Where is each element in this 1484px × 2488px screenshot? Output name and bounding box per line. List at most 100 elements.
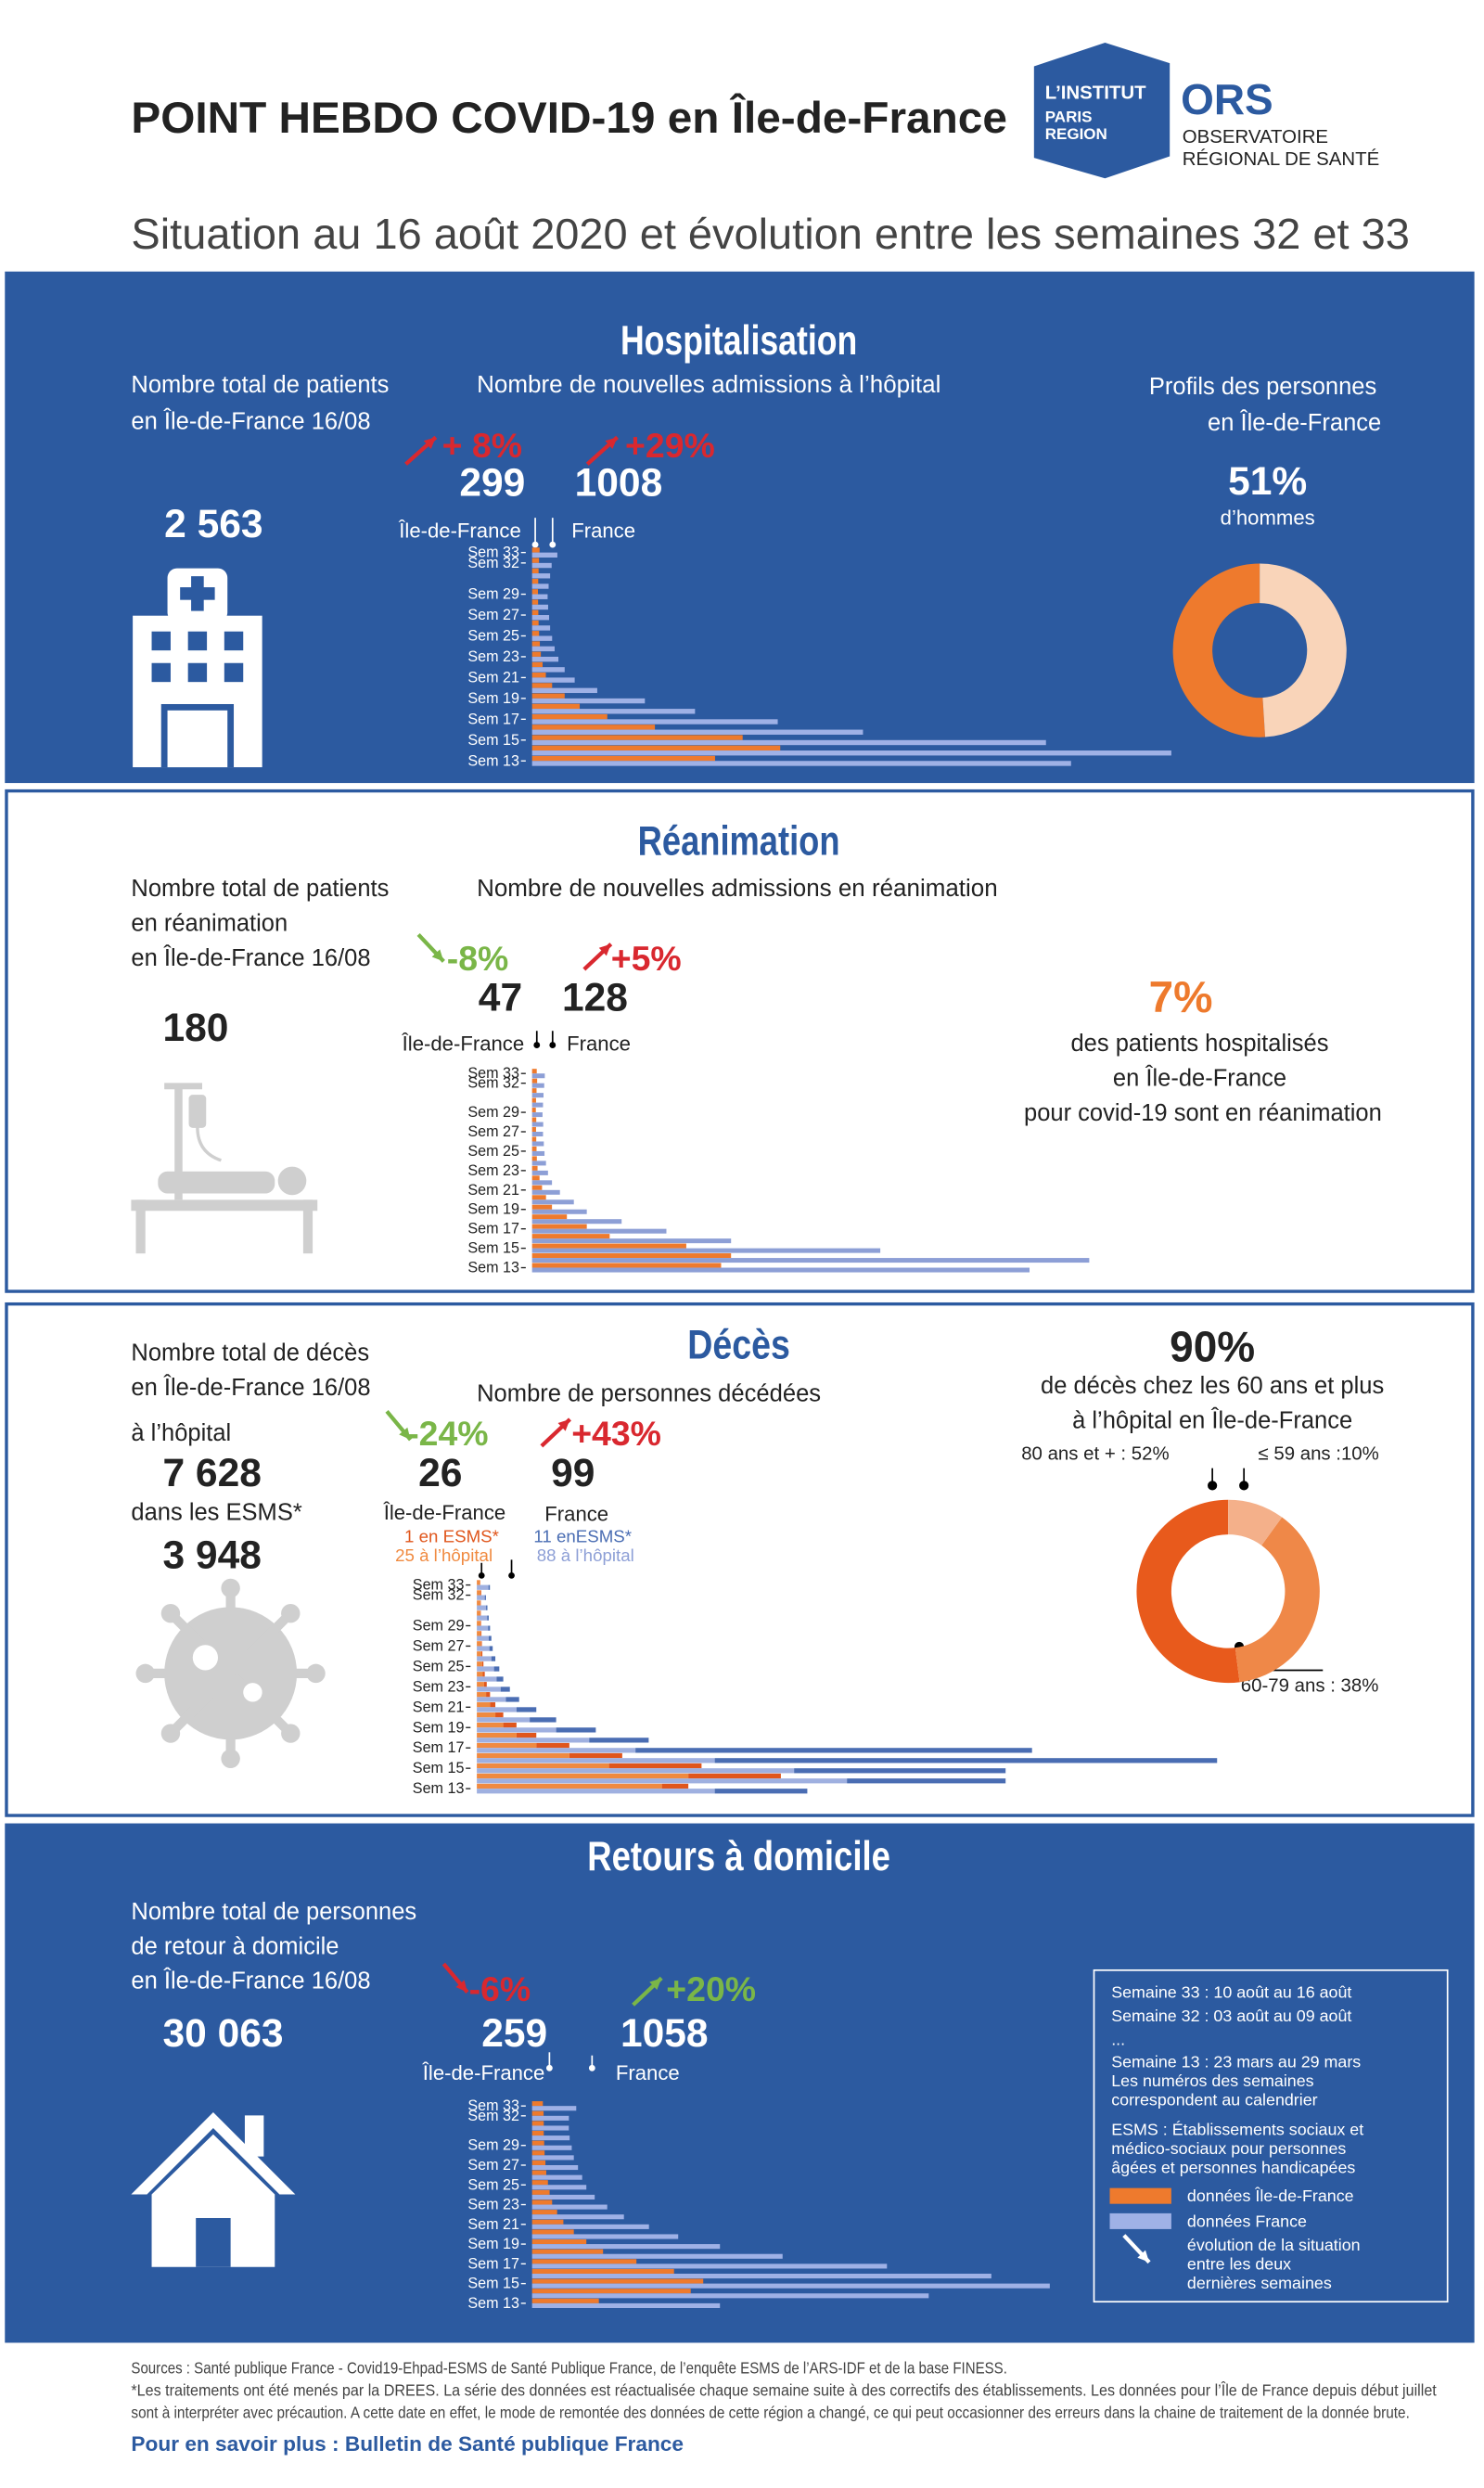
bar: [531, 604, 548, 610]
bar: [531, 1112, 543, 1118]
legend-text: entre les deux: [1187, 2254, 1291, 2273]
bar: [531, 547, 540, 553]
series-name: France: [567, 1032, 631, 1055]
bar: [531, 1097, 536, 1103]
bar: [531, 2224, 649, 2229]
bar: [477, 1580, 480, 1585]
bar: [531, 656, 559, 662]
footer-text: sont à interpréter avec précaution. A ce…: [131, 2403, 1409, 2421]
bar: [531, 2238, 587, 2245]
leader-lines: [1239, 1481, 1249, 1491]
hospital-icon: [224, 631, 244, 651]
bar: [516, 1732, 537, 1738]
bar: [531, 2189, 550, 2195]
label: en Île-de-France 16/08: [131, 1968, 370, 1994]
label: en réanimation: [131, 911, 288, 937]
y-tick-label: Sem 32: [467, 1075, 519, 1092]
bar: [531, 1204, 553, 1210]
week-value: 26: [418, 1451, 462, 1495]
chart-label: Nombre de nouvelles admissions à l’hôpit…: [477, 372, 940, 398]
bar: [480, 1590, 481, 1596]
bar: [531, 2278, 704, 2284]
bar: [530, 1717, 556, 1723]
bar: [794, 1768, 1006, 1774]
bar: [531, 1141, 544, 1147]
bar: [531, 2140, 544, 2146]
bar: [531, 1248, 881, 1253]
series-name: 25 à l’hôpital: [395, 1545, 493, 1565]
series-name: France: [571, 519, 635, 542]
bar: [481, 1661, 484, 1667]
y-tick-label: Sem 25: [467, 627, 519, 644]
bar: [531, 651, 542, 657]
y-tick-label: Sem 19: [467, 690, 519, 707]
series-name: Île-de-France: [402, 1032, 524, 1055]
bar: [531, 589, 539, 595]
bar: [531, 1258, 1090, 1263]
bar: [531, 1126, 536, 1133]
series-name: 1 en ESMS*: [404, 1526, 499, 1545]
bar: [531, 641, 541, 647]
label: en Île-de-France 16/08: [131, 944, 370, 971]
total-value: 3 948: [162, 1533, 261, 1577]
bar: [477, 1758, 715, 1763]
bar: [531, 558, 540, 563]
virus-icon: [281, 1724, 301, 1743]
evolution-arrow: [649, 1978, 662, 1991]
chart-label: Nombre de personnes décédées: [477, 1381, 821, 1407]
bar: [531, 739, 1046, 746]
bar: [531, 1180, 553, 1186]
bar: [531, 2229, 574, 2235]
share-caption: en Île-de-France: [1113, 1064, 1286, 1091]
bar: [531, 2194, 595, 2200]
bar: [477, 1702, 491, 1708]
bar: [477, 1584, 489, 1590]
hospital-icon: [180, 587, 215, 600]
legend-text: ...: [1111, 2031, 1125, 2049]
hospital-icon: [133, 568, 262, 768]
y-tick-label: Sem 25: [413, 1658, 465, 1674]
bar: [531, 719, 778, 725]
donut-label: 51%: [1228, 459, 1307, 504]
bar: [531, 677, 575, 683]
bar: [477, 1661, 482, 1667]
y-tick-label: Sem 33: [467, 2097, 519, 2114]
bar: [531, 755, 715, 762]
bar: [531, 673, 546, 678]
bar: [569, 1752, 622, 1759]
bar: [531, 2298, 599, 2303]
pointer: [588, 2064, 595, 2071]
bar: [531, 594, 548, 599]
bar: [531, 2302, 721, 2308]
bar: [505, 1697, 519, 1702]
bar: [531, 1108, 536, 1113]
y-tick-label: Sem 21: [467, 2216, 519, 2233]
week-value: 1058: [620, 2011, 709, 2056]
house-icon: [196, 2217, 231, 2267]
y-tick-label: Sem 27: [467, 2157, 519, 2174]
bar: [531, 1195, 546, 1200]
bar: [531, 683, 553, 688]
virus-icon: [192, 1645, 219, 1671]
donut-slice: [1228, 1499, 1283, 1545]
bar: [486, 1605, 488, 1610]
logo-shape: [1033, 42, 1171, 179]
bar: [477, 1732, 517, 1738]
evolution: +29%: [625, 426, 715, 465]
bar: [531, 2210, 557, 2215]
bar: [531, 1219, 622, 1225]
y-tick-label: Sem 32: [413, 1587, 465, 1604]
virus-icon: [165, 1609, 236, 1678]
evolution: + 8%: [442, 426, 522, 465]
y-tick-label: Sem 17: [467, 1221, 519, 1238]
bar: [477, 1605, 487, 1610]
bar: [477, 1717, 531, 1723]
y-tick-label: Sem 27: [467, 1123, 519, 1140]
bar: [482, 1672, 485, 1677]
legend-text: données France: [1187, 2212, 1307, 2230]
bar: [714, 1789, 808, 1794]
section-title: Retours à domicile: [587, 1834, 890, 1879]
bar: [503, 1722, 517, 1728]
bar: [531, 2150, 545, 2156]
